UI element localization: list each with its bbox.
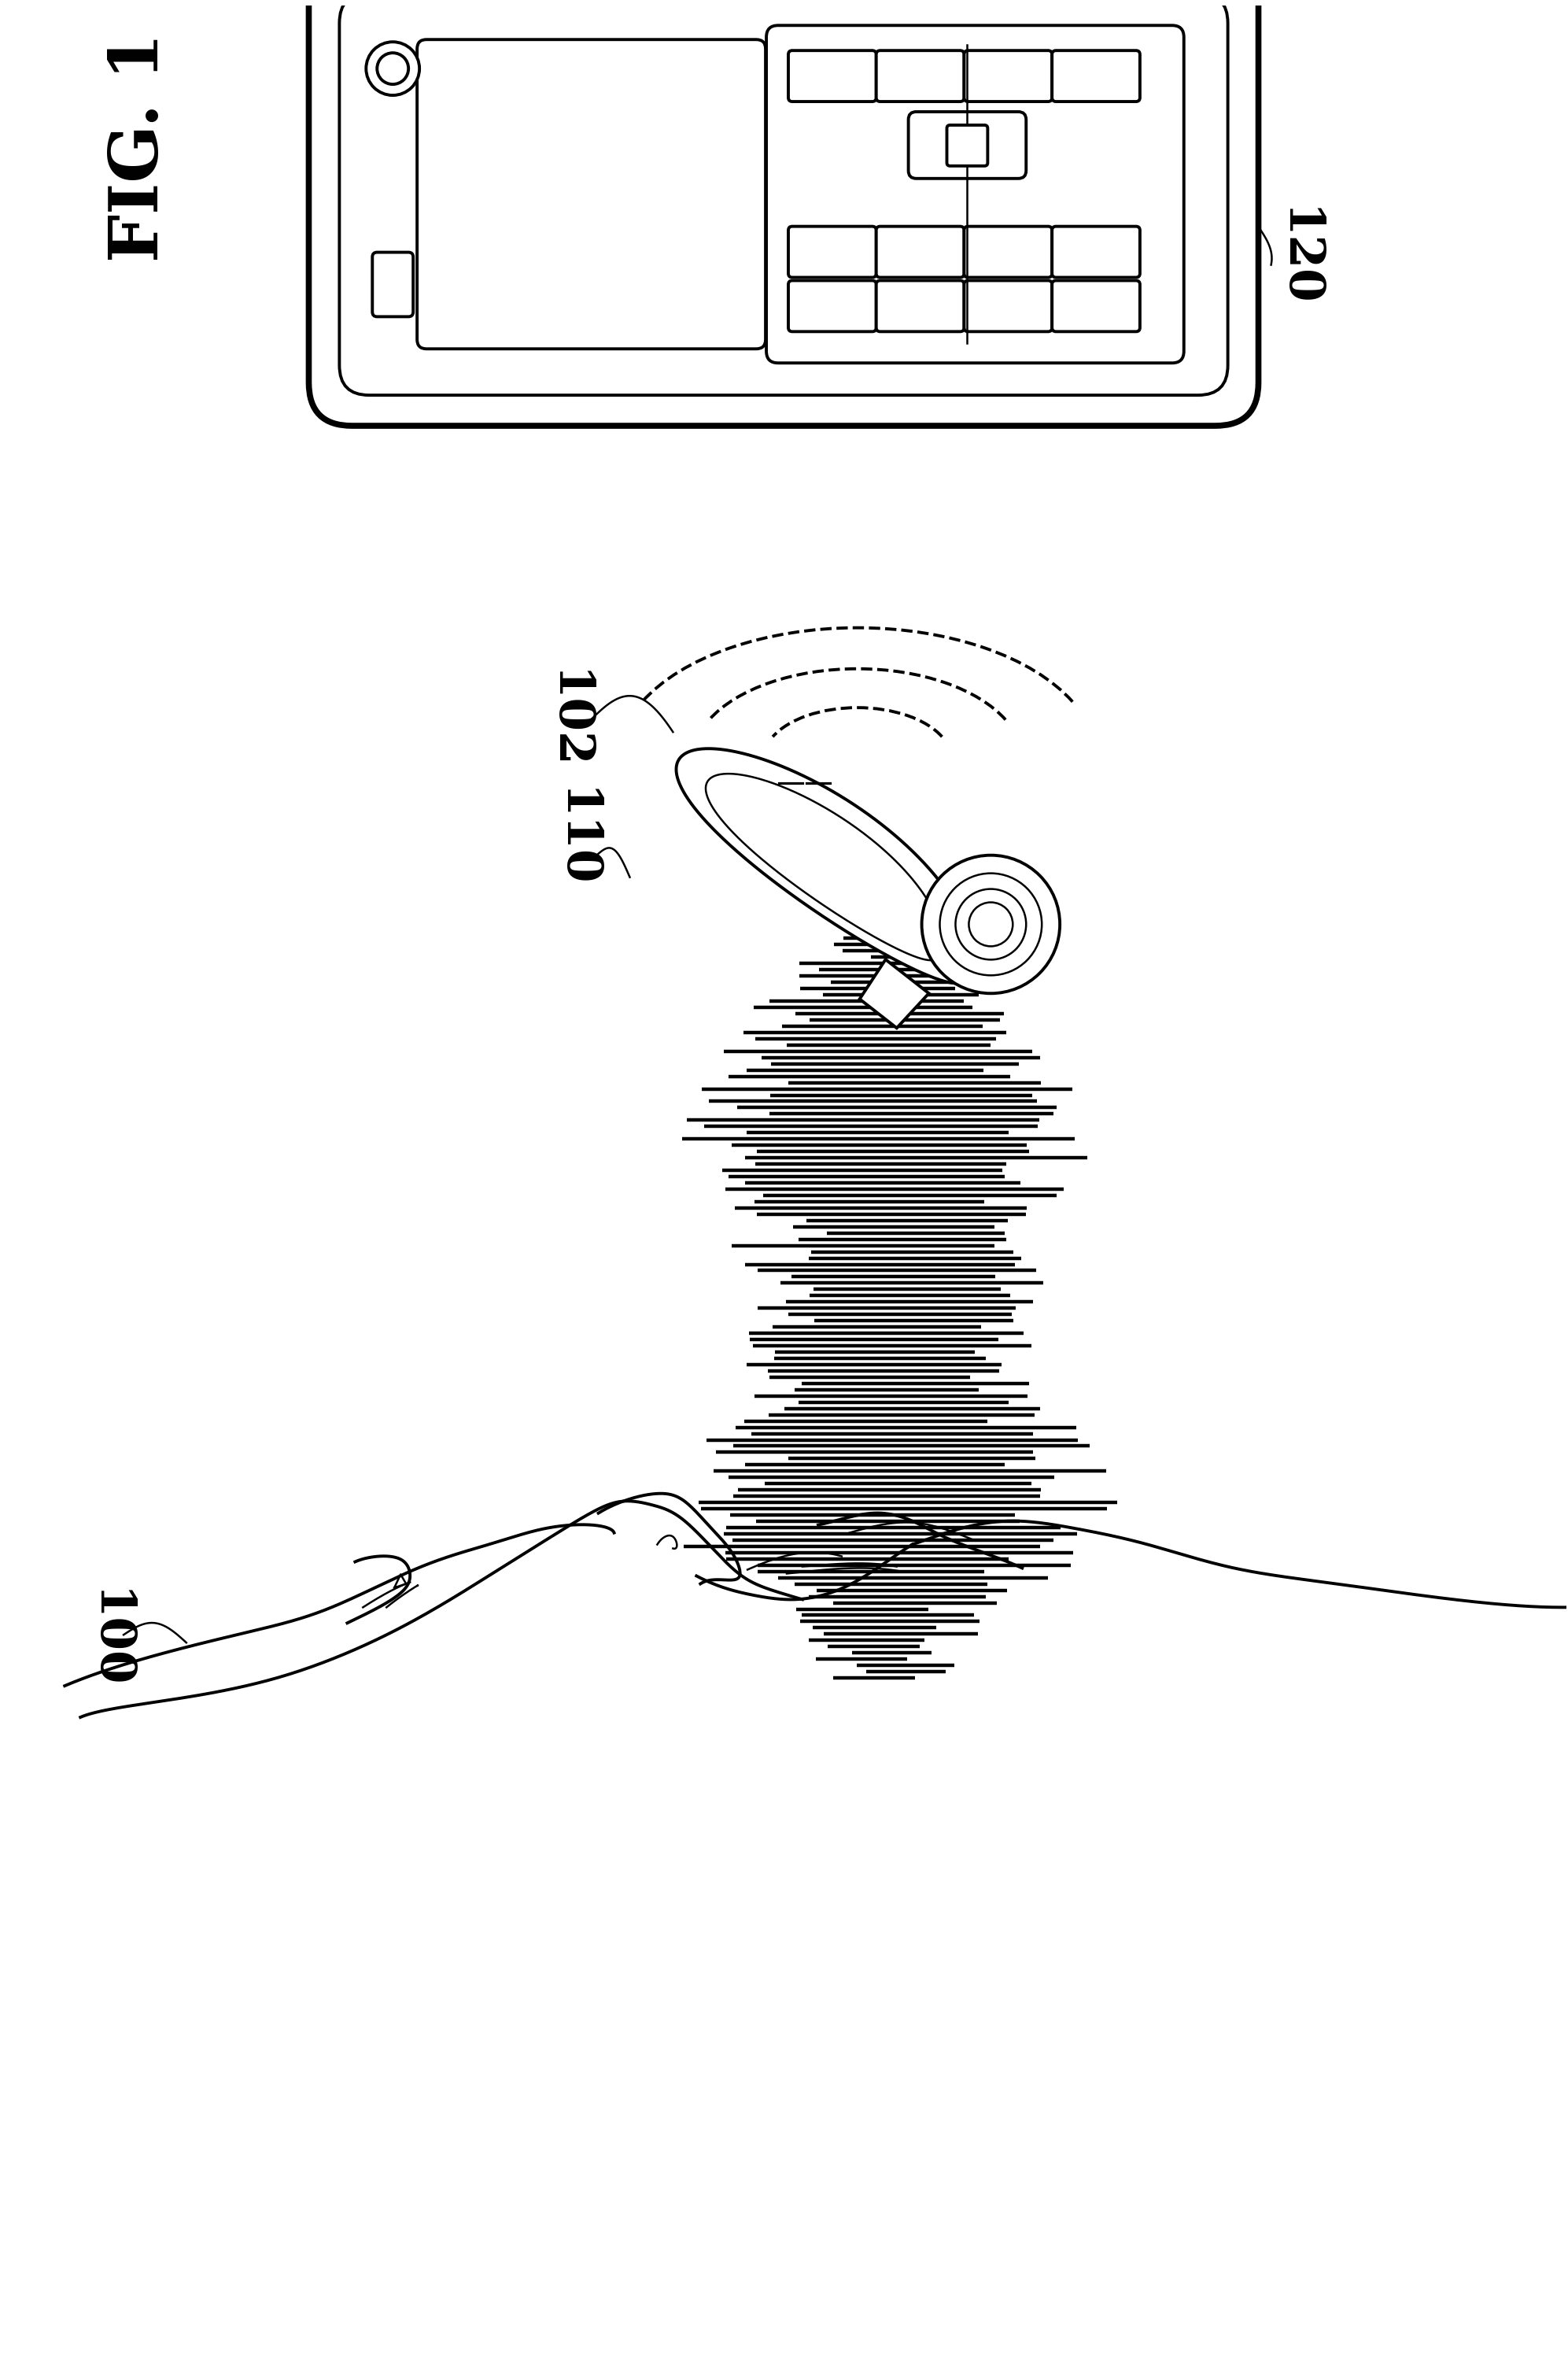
FancyBboxPatch shape (1052, 227, 1140, 276)
Text: 110: 110 (552, 789, 599, 888)
Circle shape (969, 902, 1013, 947)
FancyBboxPatch shape (309, 0, 1259, 425)
FancyBboxPatch shape (877, 50, 964, 102)
FancyBboxPatch shape (877, 227, 964, 276)
FancyBboxPatch shape (964, 50, 1052, 102)
FancyBboxPatch shape (964, 281, 1052, 331)
Circle shape (365, 42, 420, 94)
FancyBboxPatch shape (789, 50, 877, 102)
FancyBboxPatch shape (908, 111, 1025, 179)
FancyBboxPatch shape (339, 0, 1228, 394)
FancyBboxPatch shape (417, 40, 765, 349)
FancyBboxPatch shape (1052, 50, 1140, 102)
FancyBboxPatch shape (877, 281, 964, 331)
Text: 100: 100 (85, 1589, 132, 1688)
Text: FIG. 1: FIG. 1 (107, 33, 172, 262)
Polygon shape (859, 959, 928, 1027)
FancyBboxPatch shape (1052, 281, 1140, 331)
FancyBboxPatch shape (964, 227, 1052, 276)
Text: 120: 120 (1273, 208, 1320, 307)
Circle shape (955, 890, 1025, 959)
FancyBboxPatch shape (789, 227, 877, 276)
Circle shape (939, 874, 1041, 975)
Text: 102: 102 (544, 671, 591, 770)
Polygon shape (676, 748, 972, 982)
Circle shape (376, 52, 408, 85)
FancyBboxPatch shape (372, 253, 414, 316)
Circle shape (922, 855, 1060, 994)
FancyBboxPatch shape (767, 26, 1184, 364)
FancyBboxPatch shape (947, 125, 988, 165)
FancyBboxPatch shape (789, 281, 877, 331)
